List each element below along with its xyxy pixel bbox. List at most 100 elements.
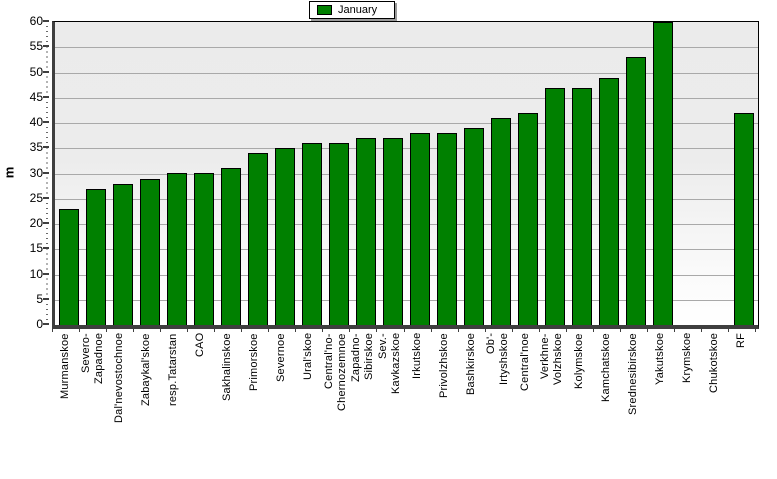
bar	[410, 133, 430, 325]
y-axis-tick-label: 5	[36, 292, 43, 306]
x-axis-label-cell: Srednesibirskoe	[620, 333, 647, 479]
legend-swatch-icon	[317, 5, 332, 15]
bar	[626, 57, 646, 325]
x-axis-label: Sakhalinskoe	[221, 333, 234, 401]
y-axis-tick-label: 10	[29, 267, 43, 281]
bar	[356, 138, 376, 325]
x-axis-label-cell: RF	[728, 333, 755, 479]
y-axis-tick-label: 30	[29, 166, 43, 180]
x-axis-label: Chukotskoe	[707, 333, 720, 394]
x-axis-tick	[539, 328, 540, 332]
bar	[194, 173, 214, 325]
x-axis-label: Yakutskoe	[653, 333, 666, 386]
y-axis-tick-label: 25	[29, 191, 43, 205]
x-axis-tick	[755, 328, 756, 332]
gridline	[55, 300, 758, 301]
y-axis-tick	[43, 298, 49, 300]
y-axis-tick	[43, 146, 49, 148]
x-axis-tick	[566, 328, 567, 332]
bar	[275, 148, 295, 325]
x-axis-label-cell: Chukotskoe	[701, 333, 728, 479]
x-axis-tick	[620, 328, 621, 332]
y-axis-tick	[43, 20, 49, 22]
x-axis-label-cell: Bashkirskoe	[458, 333, 485, 479]
bar	[248, 153, 268, 325]
x-axis-tick	[79, 328, 80, 332]
x-axis-label-cell: Severo- Zapadnoe	[79, 333, 106, 479]
bar	[599, 78, 619, 325]
x-axis-label: Primorskoe	[248, 333, 261, 391]
gridline	[55, 249, 758, 250]
y-axis-tick-label: 60	[29, 14, 43, 28]
x-axis-tick	[512, 328, 513, 332]
y-axis-tick	[43, 172, 49, 174]
x-axis-label-cell: Kamchatskoe	[593, 333, 620, 479]
x-axis-label-cell: Zabaykal'skoe	[133, 333, 160, 479]
x-axis-tick	[458, 328, 459, 332]
x-axis-label: Zabaykal'skoe	[140, 333, 153, 406]
y-axis-tick	[43, 121, 49, 123]
x-axis-label: Zapadno- Sibirskoe	[349, 333, 375, 382]
x-axis-tick	[322, 328, 323, 332]
y-axis-tick-label: 40	[29, 115, 43, 129]
x-axis-tick	[349, 328, 350, 332]
x-axis-tick	[404, 328, 405, 332]
x-axis-label: Irkutskoe	[410, 333, 423, 380]
x-axis-label: Ob'- Irtyshskoe	[485, 333, 511, 386]
bar	[140, 179, 160, 325]
y-axis-tick	[43, 273, 49, 275]
bar	[572, 88, 592, 325]
x-axis-label-cell: Kolymskoe	[566, 333, 593, 479]
x-axis-label: CAO	[194, 333, 207, 358]
x-axis-label-cell: Ob'- Irtyshskoe	[485, 333, 512, 479]
gridline	[55, 174, 758, 175]
bar	[113, 184, 133, 325]
gridline	[55, 123, 758, 124]
bar	[383, 138, 403, 325]
x-axis-label-cell: Dal'nevostochnoe	[106, 333, 133, 479]
x-axis-label-cell: CAO	[187, 333, 214, 479]
bar	[653, 22, 673, 325]
bar	[86, 189, 106, 325]
x-axis-tick	[701, 328, 702, 332]
x-axis-label-cell: Yakutskoe	[647, 333, 674, 479]
legend-label: January	[338, 3, 378, 16]
y-axis-tick-label: 0	[36, 317, 43, 331]
gridline	[55, 73, 758, 74]
gridline	[55, 148, 758, 149]
bar	[545, 88, 565, 325]
bar	[329, 143, 349, 325]
bar	[221, 168, 241, 325]
x-axis-label: Severnoe	[275, 333, 288, 382]
x-axis-label: Srednesibirskoe	[626, 333, 639, 415]
bar	[491, 118, 511, 325]
bar	[734, 113, 754, 325]
x-axis-label-cell: Irkutskoe	[404, 333, 431, 479]
x-axis-label-cell: Zapadno- Sibirskoe	[349, 333, 376, 479]
x-axis-label-cell: Primorskoe	[241, 333, 268, 479]
x-axis-label: Kamchatskoe	[599, 333, 612, 402]
y-axis-tick	[43, 247, 49, 249]
gridline	[55, 47, 758, 48]
x-axis-label: Ural'skoe	[302, 333, 315, 381]
x-axis-label: Krymskoe	[680, 333, 693, 384]
x-axis-label: Dal'nevostochnoe	[113, 333, 126, 424]
x-axis-label-cell: Central'no- Chernozemnoe	[322, 333, 349, 479]
bar	[59, 209, 79, 325]
y-axis-tick-label: 55	[29, 39, 43, 53]
x-axis-label-cell: Murmanskoe	[52, 333, 79, 479]
x-axis-label-cell: Ural'skoe	[295, 333, 322, 479]
x-axis-label: Kolymskoe	[572, 333, 585, 389]
x-axis-label: Privolzhskoe	[437, 333, 450, 398]
y-axis-tick	[43, 323, 49, 325]
y-axis-tick-label: 20	[29, 216, 43, 230]
x-axis-tick	[674, 328, 675, 332]
y-axis-tick-label: 45	[29, 90, 43, 104]
bar	[167, 173, 187, 325]
x-axis-label: Central'no- Chernozemnoe	[322, 333, 348, 411]
gridline	[55, 199, 758, 200]
x-axis-tick	[593, 328, 594, 332]
bar	[302, 143, 322, 325]
x-axis-label-cell: Sev.- Kavkazskoe	[376, 333, 403, 479]
